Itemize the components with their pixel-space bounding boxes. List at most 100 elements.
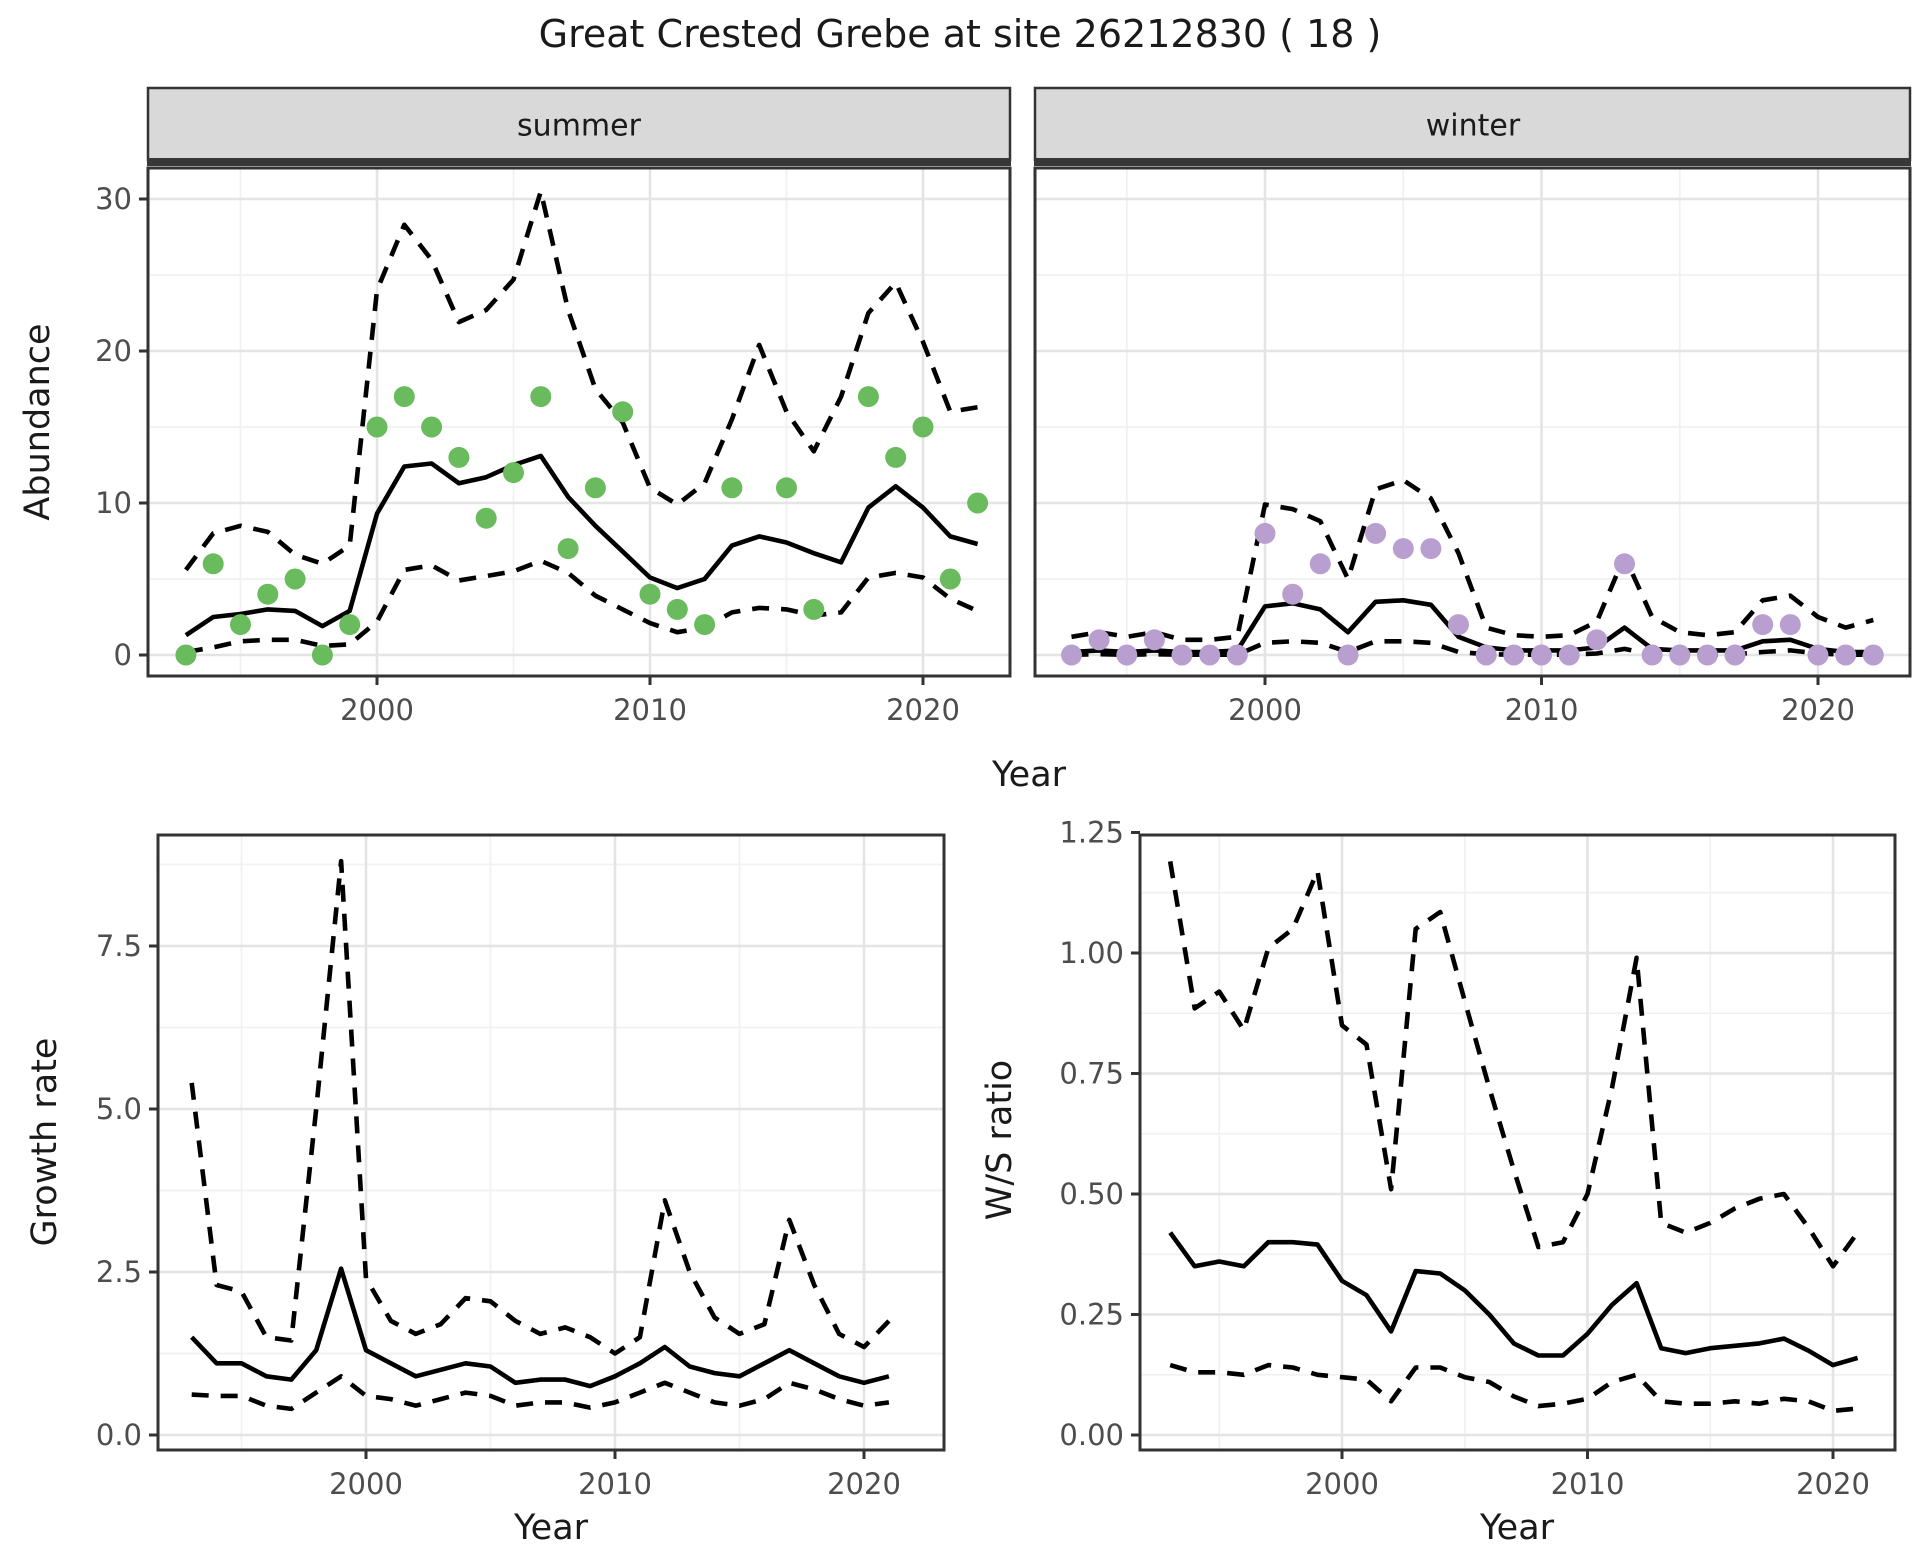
x-tick-label: 2000 bbox=[1228, 693, 1302, 727]
observed-point bbox=[885, 446, 907, 468]
x-tick-label: 2000 bbox=[329, 1467, 403, 1501]
y-tick-label: 1.25 bbox=[1059, 816, 1124, 850]
observed-point bbox=[448, 446, 470, 468]
observed-point bbox=[776, 477, 797, 499]
y-tick-label: 0.25 bbox=[1059, 1298, 1124, 1332]
y-tick-label: 30 bbox=[95, 182, 132, 216]
abundance-winter-facet-strip bbox=[1033, 86, 1912, 162]
abundance-winter-panel-border bbox=[1033, 166, 1912, 678]
x-axis-title-year-top: Year bbox=[991, 755, 1067, 795]
abundance-summer-observed-points bbox=[175, 386, 989, 666]
abundance-summer-panel-background bbox=[148, 168, 1010, 676]
y-tick-label: 0.75 bbox=[1059, 1057, 1124, 1091]
abundance-summer-fit-line bbox=[184, 453, 979, 638]
observed-point bbox=[967, 492, 989, 514]
y-tick-label: 0.0 bbox=[96, 1418, 142, 1452]
y-tick-label: 1.00 bbox=[1059, 936, 1124, 970]
x-tick-label: 2000 bbox=[340, 693, 414, 727]
y-axis-title-growth-rate: Growth rate bbox=[25, 1037, 65, 1247]
chart-title: Great Crested Grebe at site 26212830 ( 1… bbox=[538, 12, 1382, 56]
observed-point bbox=[1807, 644, 1829, 666]
observed-point bbox=[230, 614, 251, 636]
observed-point bbox=[1365, 522, 1387, 544]
observed-point bbox=[939, 568, 961, 590]
abundance-winter-panel-background bbox=[1035, 168, 1910, 676]
x-tick-label: 2010 bbox=[578, 1467, 652, 1501]
growth-ci-line bbox=[189, 858, 891, 1356]
observed-point bbox=[1420, 538, 1442, 560]
observed-point bbox=[1171, 644, 1193, 666]
y-tick-label: 0 bbox=[114, 638, 132, 672]
observed-point bbox=[1586, 629, 1608, 651]
y-tick-label: 0.50 bbox=[1059, 1177, 1124, 1211]
observed-point bbox=[666, 598, 688, 620]
observed-point bbox=[1392, 538, 1414, 560]
growth-panel-border bbox=[156, 833, 946, 1452]
x-tick-label: 2000 bbox=[1305, 1467, 1379, 1501]
facet-strip-label-winter: winter bbox=[1425, 108, 1521, 144]
observed-point bbox=[257, 583, 279, 605]
observed-point bbox=[584, 477, 606, 499]
abundance-winter-panel: 2000 2010 2020 bbox=[1033, 86, 1912, 727]
observed-point bbox=[1752, 614, 1774, 636]
observed-point bbox=[339, 614, 361, 636]
observed-point bbox=[1337, 644, 1359, 666]
observed-point bbox=[1226, 644, 1248, 666]
observed-point bbox=[1779, 614, 1801, 636]
y-axis-title-ws-ratio: W/S ratio bbox=[980, 1059, 1020, 1221]
growth-panel: 2000 2010 2020 0.0 2.5 5.0 7.5 bbox=[96, 833, 946, 1501]
abundance-winter-ci-line bbox=[1071, 477, 1874, 643]
observed-point bbox=[721, 477, 743, 499]
x-axis-title-year-growth: Year bbox=[513, 1508, 589, 1548]
observed-point bbox=[1614, 553, 1635, 575]
y-tick-label: 0.00 bbox=[1059, 1418, 1124, 1452]
observed-point bbox=[1254, 522, 1276, 544]
x-tick-label: 2010 bbox=[613, 693, 687, 727]
observed-point bbox=[1669, 644, 1691, 666]
observed-point bbox=[1143, 629, 1165, 651]
observed-point bbox=[557, 538, 579, 560]
x-tick-label: 2010 bbox=[1551, 1467, 1625, 1501]
ws-panel-border bbox=[1138, 833, 1897, 1452]
y-tick-label: 20 bbox=[95, 334, 132, 368]
abundance-summer-panel-border bbox=[146, 166, 1012, 678]
observed-point bbox=[1503, 644, 1525, 666]
abundance-summer-ci-line bbox=[185, 558, 979, 655]
observed-point bbox=[1531, 644, 1552, 666]
observed-point bbox=[1199, 644, 1221, 666]
observed-point bbox=[421, 416, 443, 438]
observed-point bbox=[1448, 614, 1469, 636]
observed-point bbox=[1061, 644, 1082, 666]
observed-point bbox=[1088, 629, 1110, 651]
facet-strip-label-summer: summer bbox=[517, 108, 641, 144]
observed-point bbox=[803, 598, 825, 620]
observed-point bbox=[1641, 644, 1663, 666]
observed-point bbox=[912, 416, 934, 438]
observed-point bbox=[1835, 644, 1857, 666]
y-axis-title-abundance: Abundance bbox=[18, 323, 58, 521]
observed-point bbox=[284, 568, 306, 590]
ws-fit-line bbox=[1168, 1231, 1859, 1368]
ws-panel: 2000 2010 2020 0.00 0.25 0.50 0.75 1.00 1.25 bbox=[1059, 816, 1897, 1501]
observed-point bbox=[475, 507, 497, 529]
abundance-winter-facet-strip-edge bbox=[1034, 158, 1911, 166]
x-tick-label: 2020 bbox=[1796, 1467, 1870, 1501]
y-tick-label: 10 bbox=[95, 486, 132, 520]
y-tick-label: 2.5 bbox=[96, 1255, 142, 1289]
ws-ci-line bbox=[1167, 861, 1860, 1269]
observed-point bbox=[1558, 644, 1580, 666]
observed-point bbox=[1309, 553, 1331, 575]
observed-point bbox=[1862, 644, 1884, 666]
observed-point bbox=[1696, 644, 1718, 666]
abundance-summer-panel: 2000 2010 2020 0 10 20 30 bbox=[95, 86, 1012, 727]
growth-ci-line bbox=[191, 1374, 890, 1412]
observed-point bbox=[694, 614, 716, 636]
x-tick-label: 2020 bbox=[1781, 693, 1855, 727]
abundance-summer-ci-line bbox=[184, 189, 978, 572]
observed-point bbox=[366, 416, 388, 438]
observed-point bbox=[639, 583, 661, 605]
ws-panel-background bbox=[1140, 835, 1895, 1450]
observed-point bbox=[612, 401, 634, 423]
